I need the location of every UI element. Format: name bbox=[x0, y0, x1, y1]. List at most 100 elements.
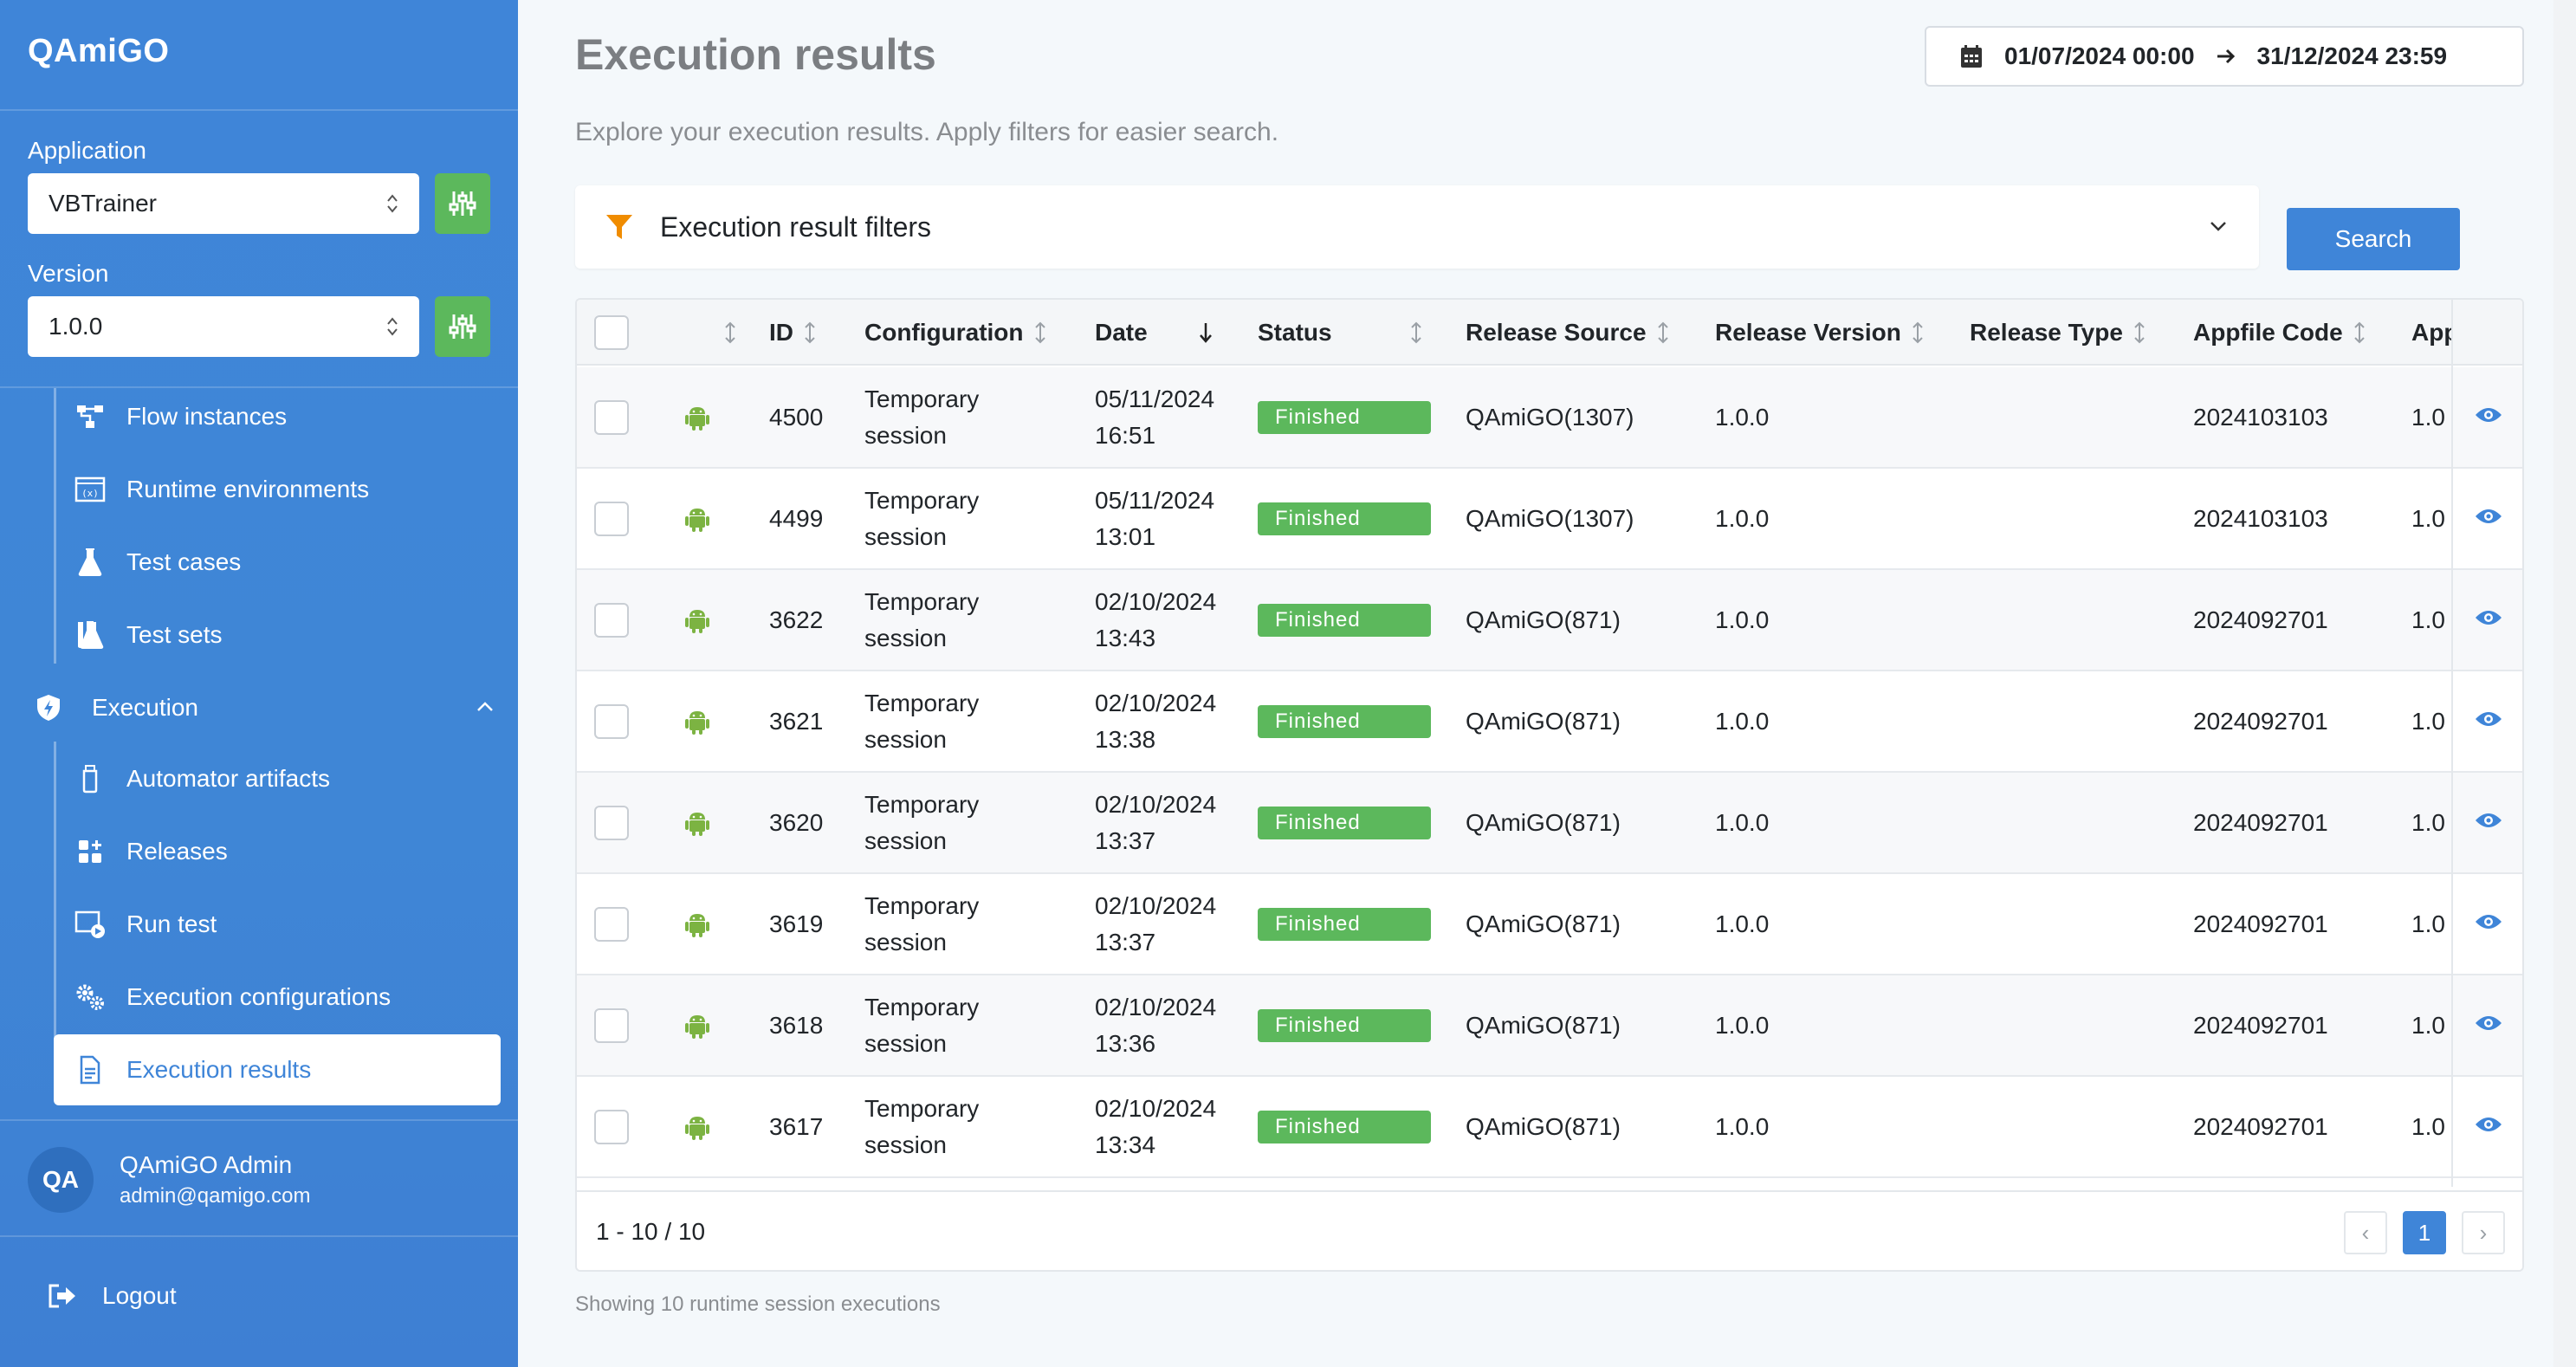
cell-date-line: 13:36 bbox=[1095, 1029, 1156, 1057]
cell-release-version: 1.0.0 bbox=[1715, 808, 1770, 836]
cell-configuration-line: Temporary bbox=[864, 993, 980, 1020]
column-header-release-type[interactable]: Release Type bbox=[1970, 300, 2146, 366]
table-row[interactable]: 3621 Temporary session 02/10/2024 13:38 Finis… bbox=[577, 671, 2522, 773]
cell-release-version: 1.0.0 bbox=[1715, 1011, 1770, 1039]
sidebar-item-flow-instances[interactable]: Flow instances bbox=[54, 381, 501, 452]
logout-button[interactable]: Logout bbox=[47, 1282, 177, 1310]
eye-icon bbox=[2474, 1113, 2503, 1141]
table-row[interactable]: 3620 Temporary session 02/10/2024 13:37 Finis… bbox=[577, 773, 2522, 874]
row-checkbox[interactable] bbox=[594, 1077, 629, 1176]
search-button[interactable]: Search bbox=[2287, 208, 2460, 270]
cell-date-line: 13:38 bbox=[1095, 725, 1156, 753]
next-page-button[interactable]: › bbox=[2462, 1211, 2505, 1254]
sidebar-group-execution[interactable]: Execution bbox=[0, 672, 518, 743]
table-row[interactable]: 4500 Temporary session 05/11/2024 16:51 Finis… bbox=[577, 367, 2522, 469]
cell-id: 3622 bbox=[769, 606, 824, 633]
version-filter-button[interactable] bbox=[435, 296, 490, 357]
sort-icon bbox=[2353, 321, 2365, 344]
sidebar-item-label: Releases bbox=[126, 838, 228, 865]
cell-release-source: QAmiGO(871) bbox=[1466, 606, 1621, 633]
status-sort[interactable] bbox=[1410, 300, 1422, 366]
version-select-value: 1.0.0 bbox=[49, 313, 103, 340]
sidebar-item-test-cases[interactable]: Test cases bbox=[54, 527, 501, 598]
application-filter-button[interactable] bbox=[435, 173, 490, 234]
cell-configuration-line: Temporary bbox=[864, 486, 980, 514]
version-select[interactable]: 1.0.0 bbox=[28, 296, 419, 357]
select-all-checkbox[interactable] bbox=[594, 300, 629, 366]
view-details-button[interactable] bbox=[2474, 874, 2503, 974]
sidebar-item-automator-artifacts[interactable]: Automator artifacts bbox=[54, 743, 501, 814]
column-header-status[interactable]: Status bbox=[1258, 319, 1332, 346]
sidebar-item-run-test[interactable]: Run test bbox=[54, 889, 501, 960]
user-profile[interactable]: QA QAmiGO Admin admin@qamigo.com bbox=[28, 1147, 310, 1213]
row-checkbox[interactable] bbox=[594, 469, 629, 568]
row-checkbox[interactable] bbox=[594, 367, 629, 467]
cell-configuration-line: session bbox=[864, 1029, 947, 1057]
column-header-app[interactable]: App bbox=[2411, 319, 2451, 346]
cell-date-line: 13:01 bbox=[1095, 522, 1156, 550]
row-checkbox[interactable] bbox=[594, 773, 629, 872]
cell-date: 05/11/2024 13:01 bbox=[1095, 469, 1214, 568]
view-details-button[interactable] bbox=[2474, 1077, 2503, 1176]
date-sort-desc-icon[interactable] bbox=[1199, 300, 1213, 366]
column-header-release-source[interactable]: Release Source bbox=[1466, 300, 1669, 366]
sidebar-item-releases[interactable]: Releases bbox=[54, 816, 501, 887]
android-icon bbox=[684, 570, 710, 670]
platform-column-sort[interactable] bbox=[714, 300, 736, 366]
sidebar-item-execution-configurations[interactable]: Execution configurations bbox=[54, 962, 501, 1033]
view-details-button[interactable] bbox=[2474, 671, 2503, 771]
row-checkbox[interactable] bbox=[594, 570, 629, 670]
sidebar-item-runtime-environments[interactable]: (x) Runtime environments bbox=[54, 454, 501, 525]
table-row[interactable]: 3618 Temporary session 02/10/2024 13:36 Finis… bbox=[577, 975, 2522, 1077]
sidebar-item-test-sets[interactable]: Test sets bbox=[54, 599, 501, 671]
cell-configuration: Temporary session bbox=[864, 1077, 979, 1176]
column-header-id[interactable]: ID bbox=[769, 300, 816, 366]
view-details-button[interactable] bbox=[2474, 773, 2503, 872]
cell-configuration: Temporary session bbox=[864, 874, 979, 974]
sort-icon bbox=[2134, 321, 2145, 344]
page-title: Execution results bbox=[575, 30, 936, 79]
cell-date-line: 02/10/2024 bbox=[1095, 689, 1217, 716]
page-scrollbar[interactable] bbox=[2553, 0, 2576, 1367]
cell-status: Finished bbox=[1258, 773, 1431, 872]
cell-date-line: 13:37 bbox=[1095, 928, 1156, 956]
eye-icon bbox=[2474, 809, 2503, 837]
cell-date-line: 02/10/2024 bbox=[1095, 1094, 1217, 1122]
cell-appfile-code: 2024092701 bbox=[2193, 1112, 2328, 1140]
brand-logo[interactable]: QAmiGO bbox=[28, 33, 170, 69]
row-checkbox[interactable] bbox=[594, 874, 629, 974]
cell-configuration: Temporary session bbox=[864, 367, 979, 467]
sidebar-item-execution-results[interactable]: Execution results bbox=[54, 1034, 501, 1105]
page-subtitle: Explore your execution results. Apply fi… bbox=[575, 118, 1279, 146]
view-details-button[interactable] bbox=[2474, 469, 2503, 568]
view-details-button[interactable] bbox=[2474, 570, 2503, 670]
prev-page-button[interactable]: ‹ bbox=[2344, 1211, 2387, 1254]
cell-appfile-code: 2024092701 bbox=[2193, 808, 2328, 836]
filters-accordion[interactable]: Execution result filters bbox=[575, 185, 2259, 269]
column-header-release-version[interactable]: Release Version bbox=[1715, 300, 1924, 366]
application-label: Application bbox=[28, 137, 146, 164]
date-to: 31/12/2024 23:59 bbox=[2256, 42, 2448, 69]
view-details-button[interactable] bbox=[2474, 367, 2503, 467]
row-checkbox[interactable] bbox=[594, 671, 629, 771]
status-badge: Finished bbox=[1258, 704, 1431, 738]
column-header-date[interactable]: Date bbox=[1095, 319, 1148, 346]
table-row[interactable]: 3622 Temporary session 02/10/2024 13:43 Finis… bbox=[577, 570, 2522, 671]
sidebar-item-label: Execution configurations bbox=[126, 983, 392, 1010]
cell-date: 02/10/2024 13:34 bbox=[1095, 1077, 1216, 1176]
table-row[interactable]: 4499 Temporary session 05/11/2024 13:01 Finis… bbox=[577, 469, 2522, 570]
table-row[interactable]: 3617 Temporary session 02/10/2024 13:34 Finis… bbox=[577, 1077, 2522, 1178]
application-select[interactable]: VBTrainer bbox=[28, 173, 419, 234]
status-badge: Finished bbox=[1258, 400, 1431, 434]
column-header-appfile-code[interactable]: Appfile Code bbox=[2193, 300, 2366, 366]
table-row[interactable]: 3619 Temporary session 02/10/2024 13:37 Finis… bbox=[577, 874, 2522, 975]
select-caret-icon bbox=[387, 194, 398, 213]
android-icon bbox=[684, 975, 710, 1075]
column-header-configuration[interactable]: Configuration bbox=[864, 300, 1046, 366]
filters-label: Execution result filters bbox=[660, 211, 932, 243]
view-details-button[interactable] bbox=[2474, 975, 2503, 1075]
row-checkbox[interactable] bbox=[594, 975, 629, 1075]
table-header: ID Configuration Date Status Release Sou… bbox=[577, 300, 2522, 366]
date-range-picker[interactable]: 01/07/2024 00:00 31/12/2024 23:59 bbox=[1925, 26, 2524, 87]
page-button[interactable]: 1 bbox=[2403, 1211, 2446, 1254]
